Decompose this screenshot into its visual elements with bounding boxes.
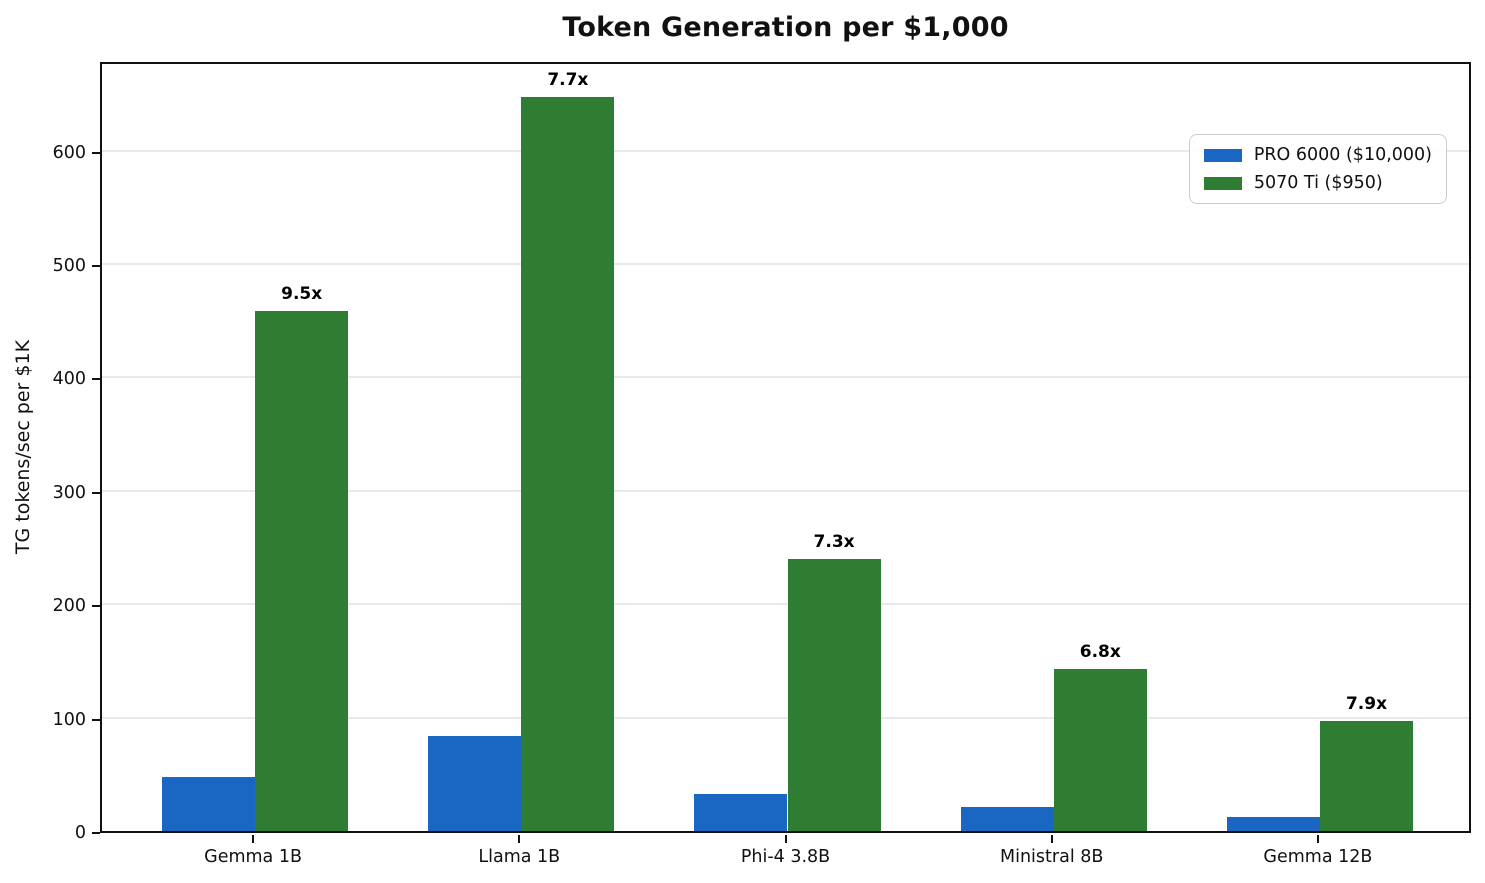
legend-swatch-icon (1203, 176, 1242, 190)
bar-series1-gemma-12b (1226, 817, 1320, 831)
x-category-label-phi-4-3-8b: Phi-4 3.8B (740, 847, 831, 867)
gridline-100 (102, 716, 1469, 719)
legend: PRO 6000 ($10,000) 5070 Ti ($950) (1188, 134, 1447, 204)
y-tick-label-400: 400 (52, 369, 86, 390)
x-tick-mark-4 (1050, 835, 1053, 843)
y-axis-ticks: 0 100 200 300 400 500 600 (0, 62, 100, 843)
x-tick-mark-1 (252, 835, 255, 843)
y-tick-mark-300 (92, 491, 100, 494)
legend-row-2: 5070 Ti ($950) (1203, 173, 1432, 193)
x-category-label-gemma-1b: Gemma 1B (204, 847, 302, 867)
ratio-annotation-7.7x: 7.7x (547, 70, 589, 91)
y-tick-mark-600 (92, 151, 100, 154)
y-tick-mark-500 (92, 265, 100, 268)
x-category-label-ministral-8b: Ministral 8B (1000, 847, 1104, 867)
gridline-200 (102, 603, 1469, 606)
x-tick-mark-3 (784, 835, 787, 843)
plot-area: 9.5x 7.7x 7.3x 6.8x 7.9x PRO 6000 ($10,000) 5… (100, 62, 1471, 833)
y-tick-mark-100 (92, 718, 100, 721)
gridline-600 (102, 149, 1469, 152)
y-tick-label-200: 200 (52, 596, 86, 617)
y-tick-mark-0 (92, 832, 100, 834)
y-tick-label-600: 600 (52, 142, 86, 163)
legend-swatch-icon (1203, 148, 1242, 162)
x-tick-mark-5 (1316, 835, 1319, 843)
gridline-300 (102, 489, 1469, 492)
chart-title: Token Generation per $1,000 (562, 12, 1009, 43)
bar-series2-ministral-8b (1053, 668, 1147, 831)
gridline-400 (102, 376, 1469, 379)
legend-label: 5070 Ti ($950) (1253, 173, 1383, 193)
y-tick-mark-200 (92, 605, 100, 608)
bar-series1-gemma-1b (161, 776, 256, 831)
y-tick-label-300: 300 (52, 482, 86, 503)
bar-series2-gemma-12b (1319, 721, 1414, 831)
x-axis-ticks: Gemma 1B Llama 1B Phi-4 3.8B Ministral 8B Ge… (100, 833, 1471, 883)
ratio-annotation-7.9x: 7.9x (1345, 694, 1388, 715)
x-tick-mark-2 (518, 835, 521, 843)
ratio-annotation-7.3x: 7.3x (813, 531, 855, 552)
x-category-label-gemma-12b: Gemma 12B (1263, 847, 1373, 867)
ratio-annotation-6.8x: 6.8x (1079, 641, 1121, 662)
legend-label: PRO 6000 ($10,000) (1253, 145, 1432, 165)
y-tick-mark-400 (92, 378, 100, 381)
bar-series2-gemma-1b (255, 310, 349, 831)
bar-series1-ministral-8b (960, 807, 1054, 831)
bar-series1-phi-4-3-8b (694, 793, 788, 831)
y-tick-label-500: 500 (52, 256, 86, 277)
bar-series2-phi-4-3-8b (787, 558, 881, 831)
x-category-label-llama-1b: Llama 1B (478, 847, 561, 867)
y-tick-label-0: 0 (74, 823, 86, 843)
legend-row-1: PRO 6000 ($10,000) (1203, 145, 1432, 165)
ratio-annotation-9.5x: 9.5x (281, 283, 323, 304)
gridline-500 (102, 263, 1469, 266)
bar-series2-llama-1b (521, 97, 615, 831)
y-tick-label-100: 100 (52, 709, 86, 730)
bar-series1-llama-1b (428, 735, 522, 831)
